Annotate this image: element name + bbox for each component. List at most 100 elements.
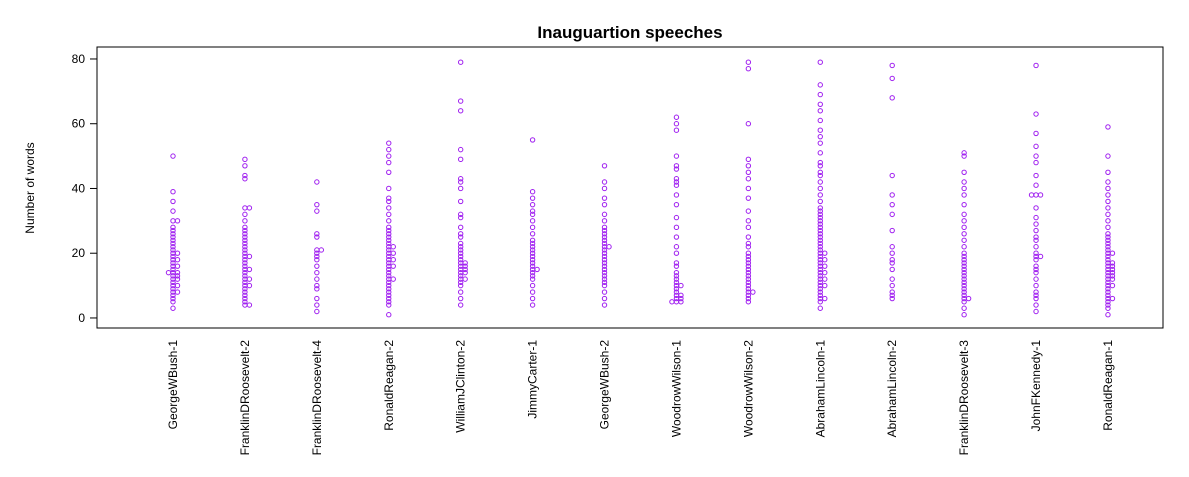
point <box>822 282 828 289</box>
point <box>1105 253 1111 260</box>
point <box>673 121 680 127</box>
point <box>601 237 608 243</box>
point <box>961 279 967 286</box>
point <box>386 218 392 224</box>
point <box>386 211 392 218</box>
point <box>1033 214 1039 221</box>
point <box>390 256 396 263</box>
point <box>386 273 392 279</box>
point <box>822 269 828 276</box>
point <box>1105 211 1111 218</box>
point <box>314 302 320 308</box>
point <box>817 59 823 65</box>
point <box>242 172 248 179</box>
point <box>745 185 752 192</box>
point <box>246 253 253 260</box>
point <box>246 276 253 282</box>
point <box>170 253 176 260</box>
point <box>386 140 392 146</box>
point <box>242 279 248 286</box>
point <box>745 65 752 72</box>
point <box>817 163 823 169</box>
point <box>601 289 608 295</box>
point <box>817 240 823 247</box>
point <box>961 292 967 299</box>
point <box>314 231 320 237</box>
point <box>457 289 464 295</box>
point <box>165 269 172 276</box>
point <box>673 182 680 188</box>
point <box>745 269 752 276</box>
point <box>817 150 823 156</box>
point <box>314 253 320 260</box>
point <box>601 195 608 201</box>
x-tick-label: FranklinDRoosevelt-4 <box>310 340 324 456</box>
point <box>1105 302 1111 308</box>
plot-frame <box>96 46 1164 329</box>
point <box>462 266 468 273</box>
point <box>678 295 684 302</box>
point <box>1033 292 1039 299</box>
point <box>1033 276 1039 282</box>
point <box>314 308 320 315</box>
x-tick-label: JimmyCarter-1 <box>526 340 540 419</box>
point <box>745 276 752 282</box>
point <box>817 211 823 218</box>
point <box>822 250 828 256</box>
point <box>529 276 536 282</box>
point <box>678 292 684 299</box>
point <box>1033 302 1039 308</box>
point <box>529 269 536 276</box>
point <box>817 234 823 240</box>
point <box>889 62 895 69</box>
point <box>1105 192 1111 198</box>
point <box>601 224 608 231</box>
point <box>750 289 756 295</box>
point <box>1105 153 1111 159</box>
point <box>889 276 895 282</box>
point <box>889 201 895 208</box>
point <box>457 59 464 65</box>
point <box>529 253 536 260</box>
point <box>242 240 248 247</box>
point <box>529 256 536 263</box>
point <box>601 282 608 289</box>
point <box>386 269 392 276</box>
point <box>457 156 464 163</box>
point <box>529 201 536 208</box>
point <box>462 263 468 269</box>
point <box>745 244 752 250</box>
point <box>601 163 608 169</box>
point <box>170 237 176 243</box>
point <box>673 176 680 182</box>
point <box>1109 263 1116 269</box>
point <box>817 286 823 292</box>
point <box>1109 282 1116 289</box>
point <box>314 295 320 302</box>
point <box>1033 308 1039 315</box>
y-tick-label: 80 <box>72 52 86 66</box>
point <box>1033 221 1039 227</box>
point <box>1033 250 1039 256</box>
point <box>817 101 823 108</box>
point <box>174 289 181 295</box>
point <box>1105 244 1111 250</box>
point <box>961 260 967 266</box>
point <box>529 295 536 302</box>
point <box>961 289 967 295</box>
point <box>534 266 540 273</box>
point <box>817 214 823 221</box>
point <box>961 276 967 282</box>
point <box>961 253 967 260</box>
point <box>386 260 392 266</box>
point <box>1105 312 1111 318</box>
point <box>1109 260 1116 266</box>
point <box>822 295 828 302</box>
point <box>601 201 608 208</box>
point <box>242 263 248 269</box>
point <box>242 224 248 231</box>
point <box>1033 244 1039 250</box>
point <box>386 295 392 302</box>
point <box>822 263 828 269</box>
